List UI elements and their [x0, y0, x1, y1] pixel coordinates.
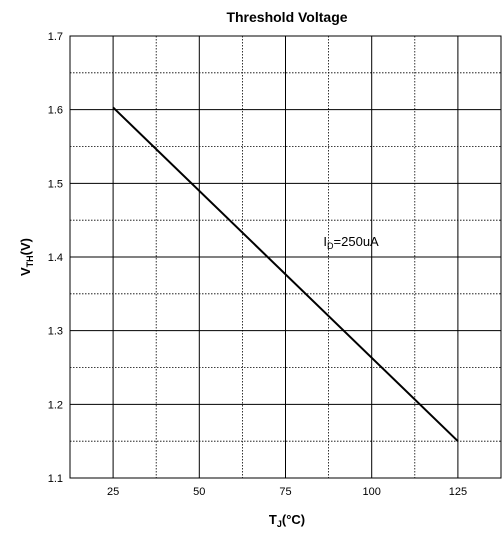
- plot-frame: [69, 35, 502, 479]
- y-tick-labels: 1.1 1.2 1.3 1.4 1.5 1.6 1.7: [48, 31, 63, 485]
- y-tick-label: 1.5: [48, 178, 63, 190]
- x-tick-label: 100: [363, 486, 381, 498]
- series-line: [112, 106, 459, 442]
- y-tick-label: 1.4: [48, 252, 63, 264]
- x-tick-label: 125: [449, 486, 467, 498]
- grid-lines: [70, 36, 501, 478]
- y-tick-label: 1.6: [48, 105, 63, 117]
- y-axis-label: VTH(V): [18, 238, 35, 276]
- annotation-layer: ID=250uA: [323, 234, 379, 251]
- x-axis-label: TJ(°C): [269, 512, 305, 529]
- y-tick-label: 1.2: [48, 399, 63, 411]
- y-tick-label: 1.7: [48, 31, 63, 43]
- annotation-label: ID=250uA: [323, 234, 379, 251]
- y-tick-label: 1.1: [48, 473, 63, 485]
- x-tick-labels: 25 50 75 100 125: [107, 486, 467, 498]
- x-tick-label: 75: [279, 486, 291, 498]
- series-layer: [112, 106, 459, 442]
- x-tick-label: 50: [193, 486, 205, 498]
- chart-title: Threshold Voltage: [226, 9, 347, 25]
- y-tick-label: 1.3: [48, 326, 63, 338]
- x-tick-label: 25: [107, 486, 119, 498]
